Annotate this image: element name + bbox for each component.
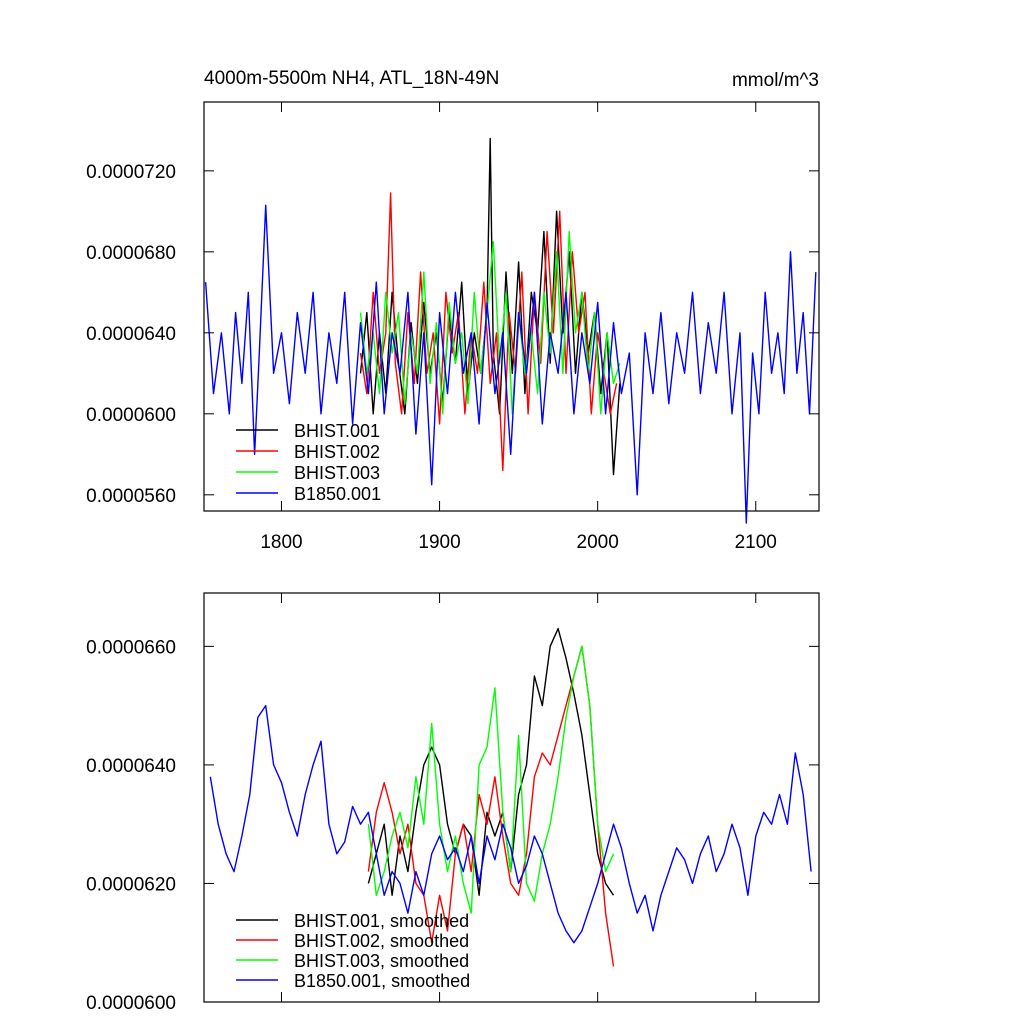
chart-units: mmol/m^3 <box>732 70 819 91</box>
chart-title: 4000m-5500m NH4, ATL_18N-49N <box>204 68 499 89</box>
plot-area-top <box>204 137 817 524</box>
y-tick-label: 0.0000640 <box>86 756 176 777</box>
legend-label: BHIST.003 <box>294 463 380 483</box>
series-line-4 <box>204 204 817 524</box>
legend-label: BHIST.001, smoothed <box>294 911 469 931</box>
series-line-1 <box>359 137 621 476</box>
x-tick-label: 1800 <box>260 532 302 553</box>
y-tick-label: 0.0000600 <box>86 993 176 1014</box>
plot-area-bottom <box>209 627 812 967</box>
panel-top: 4000m-5500m NH4, ATL_18N-49N mmol/m^3 18… <box>86 68 820 553</box>
y-tick-label: 0.0000680 <box>86 243 176 264</box>
x-tick-label: 1900 <box>418 532 460 553</box>
x-tick-label: 2000 <box>577 532 619 553</box>
panel-bottom: 0.0000600 0.0000620 0.0000640 0.0000660 BHI… <box>86 592 820 1014</box>
y-tick-label: 0.0000640 <box>86 324 176 345</box>
legend-label: BHIST.003, smoothed <box>294 951 469 971</box>
series-line-2 <box>359 192 618 472</box>
legend-label: BHIST.002, smoothed <box>294 931 469 951</box>
plot-frame-bottom <box>203 592 820 1003</box>
series-line-3 <box>367 645 615 914</box>
ticks-bottom: 0.0000600 0.0000620 0.0000640 0.0000660 <box>86 593 819 1014</box>
series-line-3 <box>359 230 621 415</box>
ticks-top: 1800 1900 2000 2100 0.0000560 0.0000600 0.0000… <box>86 102 819 553</box>
legend-label: B1850.001 <box>294 484 381 504</box>
y-tick-label: 0.0000620 <box>86 874 176 895</box>
y-tick-label: 0.0000560 <box>86 486 176 507</box>
series-line-4 <box>209 704 812 944</box>
legend-label: B1850.001, smoothed <box>294 971 470 991</box>
legend-label: BHIST.001 <box>294 421 380 441</box>
series-line-1 <box>367 627 615 896</box>
y-tick-label: 0.0000720 <box>86 162 176 183</box>
y-tick-label: 0.0000660 <box>86 637 176 658</box>
y-tick-label: 0.0000600 <box>86 405 176 426</box>
legend-label: BHIST.002 <box>294 442 380 462</box>
x-tick-label: 2100 <box>735 532 777 553</box>
plot-frame-top <box>203 101 820 512</box>
